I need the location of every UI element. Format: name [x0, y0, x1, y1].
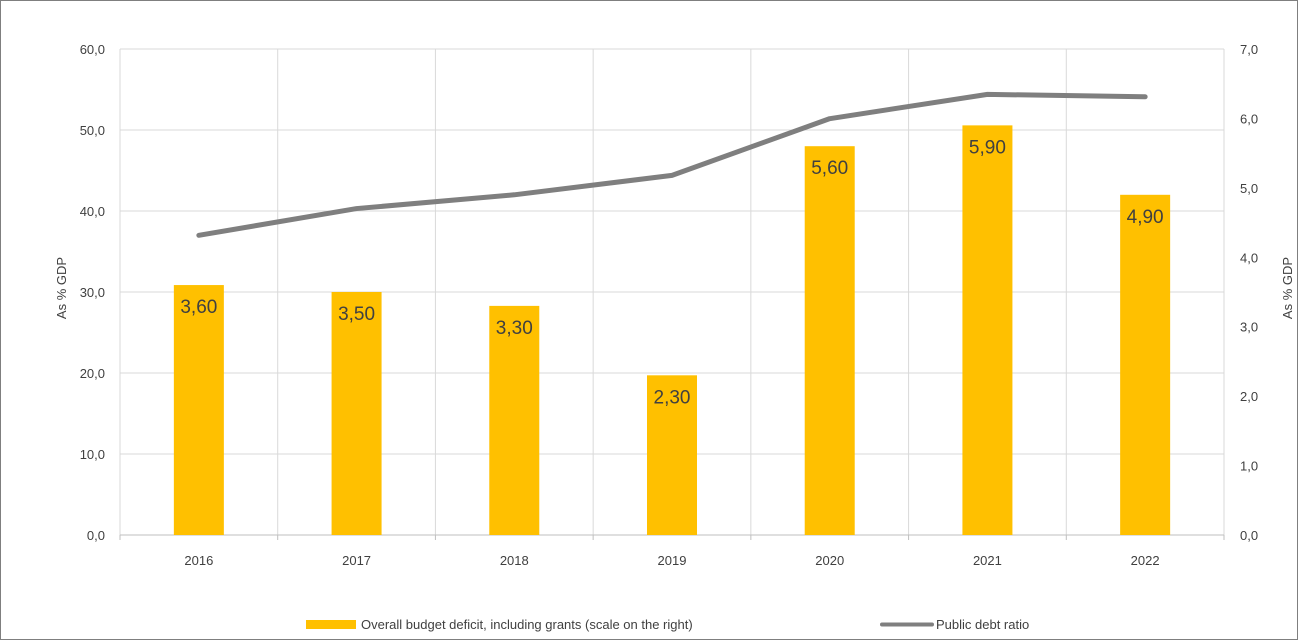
- x-tick-label: 2017: [342, 553, 371, 568]
- bar: [173, 285, 224, 535]
- bar: [489, 305, 540, 535]
- left-tick-label: 10,0: [80, 447, 105, 462]
- legend-swatch-bar: [306, 620, 356, 629]
- left-tick-label: 60,0: [80, 42, 105, 57]
- bar: [804, 146, 855, 535]
- bar-data-labels: 3,60 3,50 3,30 2,30 5,60 5,90 4,90: [180, 137, 1163, 408]
- bar-data-label: 3,50: [338, 304, 375, 325]
- line-series: [196, 91, 1148, 238]
- legend-label-bar: Overall budget deficit, including grants…: [361, 617, 693, 632]
- right-axis-ticks: 0,0 1,0 2,0 3,0 4,0 5,0 6,0 7,0: [1240, 42, 1258, 543]
- bar-data-label: 2,30: [654, 387, 691, 408]
- right-tick-label: 4,0: [1240, 250, 1258, 265]
- bar-data-label: 5,60: [811, 158, 848, 179]
- bar: [331, 292, 382, 535]
- bar-data-label: 3,30: [496, 318, 533, 339]
- right-axis-title: As % GDP: [1280, 257, 1295, 319]
- right-tick-label: 3,0: [1240, 320, 1258, 335]
- bar: [647, 375, 697, 535]
- x-tick-label: 2022: [1131, 553, 1160, 568]
- bar-data-label: 5,90: [969, 137, 1006, 158]
- x-tick-label: 2021: [973, 553, 1002, 568]
- bar: [1120, 194, 1171, 536]
- left-tick-label: 50,0: [80, 123, 105, 138]
- gridlines: [119, 48, 1225, 540]
- left-axis-title: As % GDP: [54, 257, 69, 319]
- left-tick-label: 20,0: [80, 366, 105, 381]
- right-tick-label: 2,0: [1240, 389, 1258, 404]
- x-tick-label: 2016: [184, 553, 213, 568]
- public-debt-line: [196, 91, 1148, 238]
- legend: Overall budget deficit, including grants…: [306, 617, 1029, 632]
- bar-data-label: 3,60: [180, 297, 217, 318]
- x-tick-label: 2019: [658, 553, 687, 568]
- left-tick-label: 0,0: [87, 528, 105, 543]
- right-tick-label: 1,0: [1240, 459, 1258, 474]
- right-tick-label: 0,0: [1240, 528, 1258, 543]
- right-tick-label: 6,0: [1240, 111, 1258, 126]
- right-tick-label: 5,0: [1240, 181, 1258, 196]
- bar-data-label: 4,90: [1127, 207, 1164, 228]
- x-tick-label: 2020: [815, 553, 844, 568]
- left-tick-label: 30,0: [80, 285, 105, 300]
- left-axis-ticks: 0,0 10,0 20,0 30,0 40,0 50,0 60,0: [80, 42, 105, 543]
- bars-series: [173, 125, 1171, 536]
- x-tick-label: 2018: [500, 553, 529, 568]
- legend-label-line: Public debt ratio: [936, 617, 1029, 632]
- bar: [962, 125, 1013, 535]
- x-axis-ticks: 2016 2017 2018 2019 2020 2021 2022: [184, 553, 1159, 568]
- left-tick-label: 40,0: [80, 204, 105, 219]
- right-tick-label: 7,0: [1240, 42, 1258, 57]
